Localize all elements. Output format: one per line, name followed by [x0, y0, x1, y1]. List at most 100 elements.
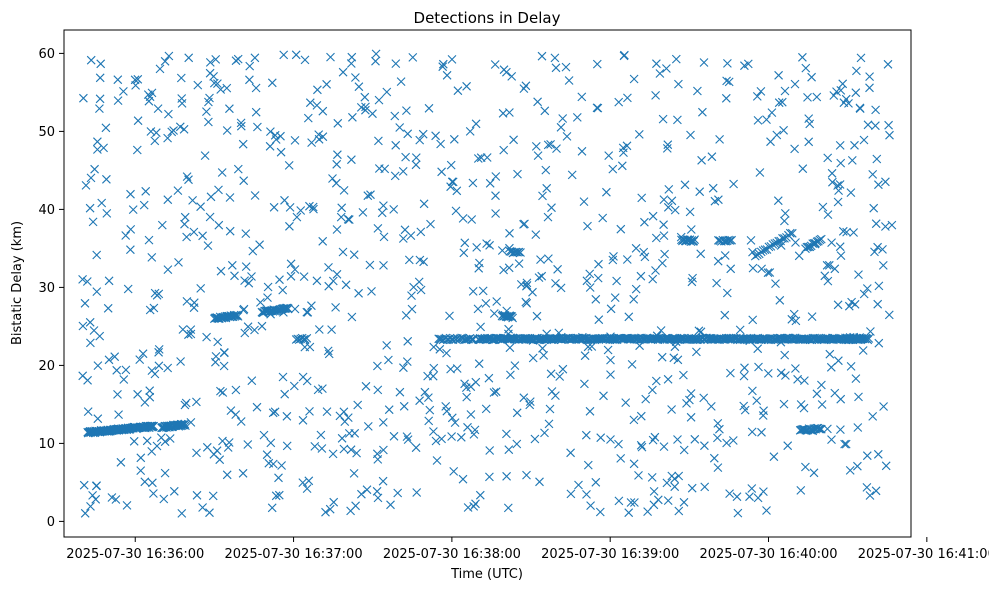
detection-point	[429, 427, 438, 436]
detection-point	[679, 370, 688, 380]
detection-point	[783, 441, 793, 451]
detection-point	[871, 486, 881, 496]
detection-point	[331, 178, 341, 188]
detection-point	[561, 62, 571, 72]
detection-point	[726, 368, 735, 378]
detection-point	[241, 229, 251, 238]
detection-point	[862, 284, 872, 293]
detection-point	[669, 353, 679, 363]
detection-point	[317, 444, 327, 453]
detection-point	[250, 325, 259, 335]
detection-point	[853, 423, 863, 432]
detection-point	[539, 351, 549, 360]
detection-point	[670, 482, 680, 492]
detection-point	[531, 230, 541, 239]
detection-point	[592, 59, 602, 69]
detection-point	[395, 123, 405, 132]
detection-point	[92, 250, 102, 260]
detection-point	[855, 103, 865, 113]
detection-point	[88, 217, 98, 227]
detection-point	[402, 432, 412, 441]
detection-point	[412, 488, 422, 497]
detection-point	[536, 255, 545, 264]
detection-point	[155, 64, 165, 74]
detection-point	[664, 185, 674, 194]
detection-point	[519, 84, 529, 93]
detection-point	[240, 328, 250, 338]
detection-point	[231, 385, 241, 395]
detection-point	[445, 311, 454, 321]
detection-point	[328, 449, 338, 459]
detection-point	[310, 442, 320, 451]
detection-point	[165, 434, 175, 443]
detection-point	[507, 72, 517, 81]
detection-point	[309, 204, 318, 214]
detection-point	[773, 196, 783, 206]
detection-point	[804, 114, 814, 123]
x-axis-ticks: 2025-07-30 16:36:00 2025-07-30 16:37:00 20…	[66, 537, 989, 562]
detection-point	[470, 425, 480, 435]
detection-point	[522, 298, 532, 308]
detection-point	[673, 435, 682, 444]
detection-point	[659, 195, 669, 204]
detection-point	[835, 242, 845, 252]
detection-point	[462, 81, 471, 91]
detection-point	[182, 172, 192, 181]
detection-point	[267, 503, 277, 513]
detection-point	[290, 304, 300, 314]
detection-point	[884, 310, 894, 320]
detection-point	[574, 480, 583, 490]
x-tick-label: 2025-07-30 16:39:00	[541, 547, 679, 562]
detection-point	[333, 150, 342, 160]
detection-point	[674, 506, 684, 516]
detection-point	[614, 496, 624, 506]
detection-point	[787, 228, 797, 238]
detection-point	[743, 59, 753, 69]
detection-point	[726, 264, 736, 274]
detection-point	[838, 79, 848, 89]
detection-point	[346, 445, 356, 455]
detection-point	[481, 299, 491, 308]
detection-point	[318, 236, 328, 246]
detection-point	[746, 236, 756, 245]
detection-point	[456, 432, 466, 442]
detection-point	[193, 80, 203, 90]
chart-title: Detections in Delay	[414, 9, 561, 27]
detection-point	[739, 371, 749, 381]
detection-point	[621, 398, 631, 407]
detection-point	[577, 92, 587, 102]
detection-point	[289, 381, 299, 391]
detection-point	[129, 436, 139, 446]
detection-point	[371, 56, 380, 66]
detection-point	[339, 407, 349, 417]
detection-point	[629, 74, 639, 84]
detection-point	[402, 357, 412, 366]
detection-point	[78, 275, 87, 284]
detection-point	[582, 276, 592, 286]
detection-point	[648, 211, 658, 221]
detection-point	[390, 111, 400, 121]
detection-point	[280, 304, 289, 314]
y-tick-label: 60	[38, 47, 55, 62]
detection-point	[159, 494, 169, 504]
detection-point	[785, 228, 795, 238]
detection-point	[282, 441, 292, 451]
detection-point	[305, 98, 315, 108]
detection-point	[198, 503, 207, 512]
detection-point	[214, 185, 223, 195]
detection-point	[804, 137, 814, 147]
detection-point	[854, 270, 863, 279]
detection-point	[865, 72, 874, 81]
detection-point	[236, 417, 246, 426]
detection-point	[213, 79, 222, 88]
detection-point	[205, 508, 214, 518]
detection-point	[769, 452, 779, 462]
detection-point	[138, 349, 148, 359]
detection-point	[302, 376, 312, 386]
detection-point	[836, 158, 846, 168]
detection-point	[807, 72, 816, 82]
detection-point	[655, 69, 665, 78]
detection-point	[271, 491, 281, 501]
detection-point	[438, 59, 448, 69]
detection-point	[833, 300, 843, 310]
